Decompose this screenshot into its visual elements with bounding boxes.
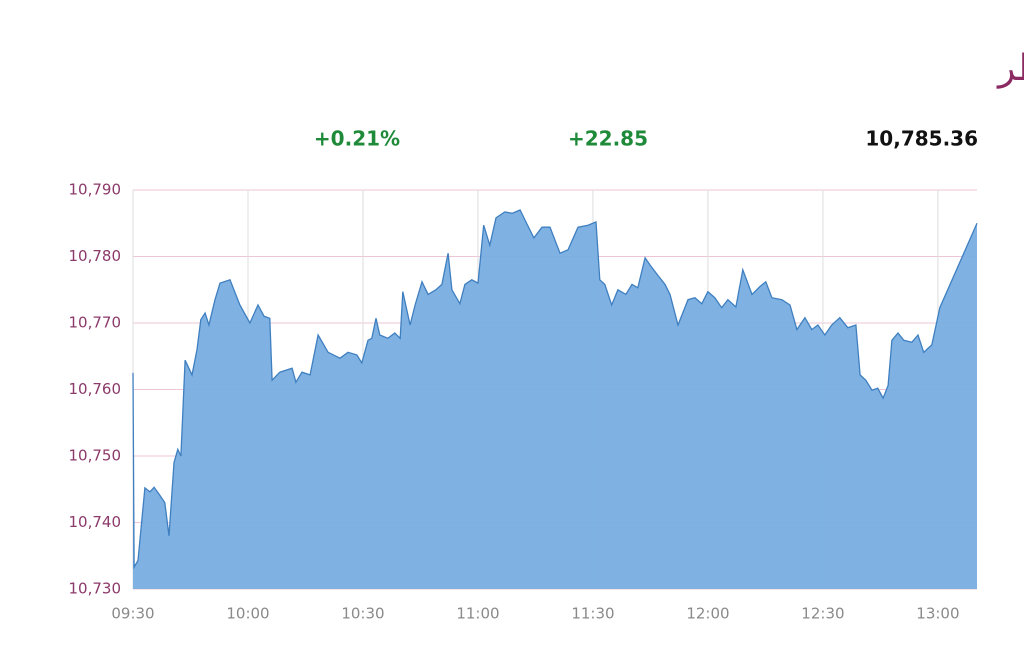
x-tick-label: 09:30	[111, 605, 154, 623]
y-tick-label: 10,790	[69, 181, 122, 199]
y-tick-label: 10,760	[69, 380, 122, 398]
x-tick-label: 12:00	[686, 605, 729, 623]
y-tick-label: 10,780	[69, 247, 122, 265]
change-percent: +0.21%	[314, 127, 400, 151]
y-tick-label: 10,730	[69, 580, 122, 598]
y-tick-label: 10,750	[69, 447, 122, 465]
area	[133, 210, 977, 589]
y-tick-label: 10,740	[69, 513, 122, 531]
y-tick-label: 10,770	[69, 314, 122, 332]
line	[132, 209, 978, 570]
last-value: 10,785.36	[865, 127, 978, 151]
x-tick-label: 11:00	[456, 605, 499, 623]
change-value: +22.85	[568, 127, 648, 151]
x-tick-label: 10:00	[226, 605, 269, 623]
x-tick-label: 10:30	[341, 605, 384, 623]
x-tick-label: 11:30	[571, 605, 614, 623]
chart-title: مؤشر بورصة قطر	[996, 48, 1024, 89]
x-tick-label: 13:00	[916, 605, 959, 623]
x-tick-label: 12:30	[801, 605, 844, 623]
